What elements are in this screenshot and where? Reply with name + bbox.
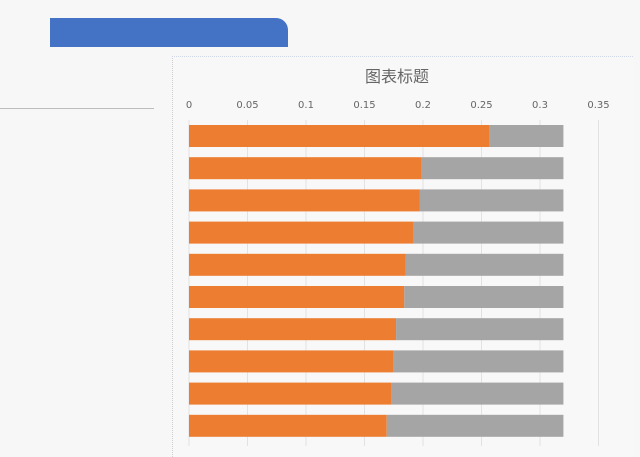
bar-series1-row6[interactable] <box>189 286 405 308</box>
bar-series1-row2[interactable] <box>189 157 422 180</box>
bar-series1-row7[interactable] <box>189 318 397 341</box>
x-tick-label: 0.2 <box>415 100 431 111</box>
bar-series2-row4[interactable] <box>413 221 564 244</box>
bar-series2-row5[interactable] <box>405 253 564 276</box>
bar-series2-row8[interactable] <box>393 350 564 373</box>
x-tick-label: 0.3 <box>532 100 548 111</box>
bar-series1-row3[interactable] <box>189 189 420 212</box>
blue-tab-shape <box>50 18 288 47</box>
bar-series2-row6[interactable] <box>404 286 564 308</box>
bar-series2-row1[interactable] <box>489 125 564 147</box>
bar-series1-row10[interactable] <box>189 414 387 437</box>
bar-series2-row2[interactable] <box>421 157 564 180</box>
bar-series1-row9[interactable] <box>189 382 392 405</box>
chart-title: 图表标题 <box>365 67 429 86</box>
x-tick-label: 0.35 <box>587 100 609 111</box>
x-tick-label: 0.25 <box>470 100 492 111</box>
bar-series2-row10[interactable] <box>386 414 564 437</box>
bar-series2-row3[interactable] <box>419 189 564 212</box>
bar-series1-row1[interactable] <box>189 125 490 147</box>
bar-chart: 图表标题 0 0.05 0.1 0.15 0.2 0.25 0.3 0.35 <box>186 67 610 446</box>
x-tick-label: 0.15 <box>353 100 375 111</box>
bar-series2-row7[interactable] <box>396 318 564 341</box>
divider-line <box>0 108 154 109</box>
bar-series1-row8[interactable] <box>189 350 394 373</box>
bar-series1-row4[interactable] <box>189 221 414 244</box>
x-tick-label: 0.1 <box>298 100 314 111</box>
bar-series1-row5[interactable] <box>189 253 406 276</box>
bar-series2-row9[interactable] <box>391 382 564 405</box>
x-tick-label: 0.05 <box>236 100 258 111</box>
x-tick-label: 0 <box>186 100 192 111</box>
